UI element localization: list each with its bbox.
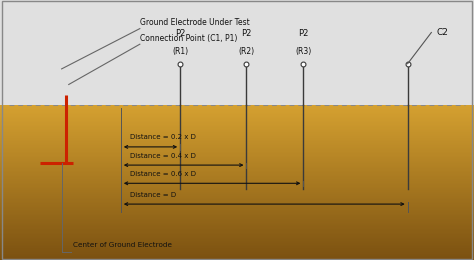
Text: (R2): (R2) (238, 47, 255, 56)
Text: Distance = 0.4 x D: Distance = 0.4 x D (130, 153, 196, 159)
Text: P2: P2 (175, 29, 185, 38)
Text: (R3): (R3) (295, 47, 311, 56)
Text: P2: P2 (298, 29, 309, 38)
Text: Distance = D: Distance = D (130, 192, 176, 198)
Text: Distance = 0.6 x D: Distance = 0.6 x D (130, 171, 196, 177)
Text: Distance = 0.2 x D: Distance = 0.2 x D (130, 134, 196, 140)
Text: Ground Electrode Under Test: Ground Electrode Under Test (140, 18, 250, 27)
Text: Connection Point (C1, P1): Connection Point (C1, P1) (140, 34, 237, 43)
Text: Center of Ground Electrode: Center of Ground Electrode (73, 242, 173, 248)
Text: (R1): (R1) (172, 47, 188, 56)
Text: P2: P2 (241, 29, 252, 38)
Text: C2: C2 (436, 28, 448, 37)
